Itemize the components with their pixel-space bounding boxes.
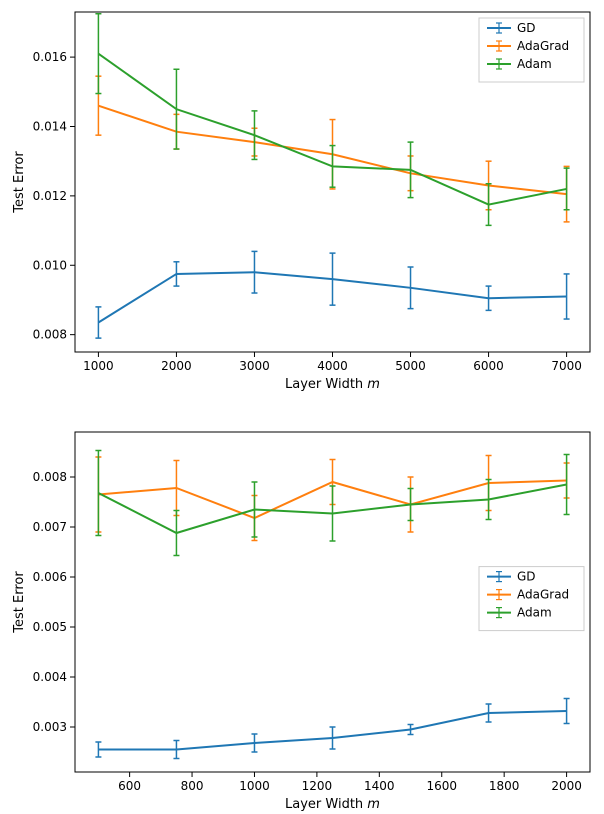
- xtick-label: 1200: [302, 779, 333, 793]
- svg-canvas: 1000 2000 3000 4000 5000 6000 7000 0.008 0.010 0.…: [0, 0, 604, 814]
- ytick-label: 0.006: [33, 570, 67, 584]
- xtick-label: 1600: [426, 779, 457, 793]
- x-axis-label: Layer Width m: [285, 797, 380, 812]
- ytick-label: 0.014: [33, 119, 67, 133]
- xtick-label: 4000: [317, 359, 348, 373]
- x-axis-label: Layer Width m: [285, 377, 380, 392]
- y-axis-label: Test Error: [12, 571, 27, 634]
- xtick-label: 5000: [395, 359, 426, 373]
- legend-label: AdaGrad: [517, 39, 569, 53]
- ytick-label: 0.016: [33, 50, 67, 64]
- ytick-label: 0.008: [33, 328, 67, 342]
- ytick-label: 0.008: [33, 470, 67, 484]
- xtick-label: 600: [118, 779, 141, 793]
- xtick-label: 2000: [551, 779, 582, 793]
- xtick-label: 800: [181, 779, 204, 793]
- legend-label: GD: [517, 570, 536, 584]
- xtick-label: 1400: [364, 779, 395, 793]
- legend-label: Adam: [517, 606, 552, 620]
- xtick-label: 1000: [83, 359, 114, 373]
- ytick-label: 0.003: [33, 720, 67, 734]
- ytick-label: 0.010: [33, 258, 67, 272]
- xtick-label: 2000: [161, 359, 192, 373]
- ytick-label: 0.004: [33, 670, 67, 684]
- xtick-label: 7000: [551, 359, 582, 373]
- ytick-label: 0.005: [33, 620, 67, 634]
- ytick-label: 0.007: [33, 520, 67, 534]
- y-axis-label: Test Error: [12, 151, 27, 214]
- legend-label: AdaGrad: [517, 588, 569, 602]
- xtick-label: 6000: [473, 359, 504, 373]
- ytick-label: 0.012: [33, 189, 67, 203]
- legend-label: GD: [517, 21, 536, 35]
- xtick-label: 3000: [239, 359, 270, 373]
- figure: 1000 2000 3000 4000 5000 6000 7000 0.008 0.010 0.…: [0, 0, 604, 814]
- xtick-label: 1800: [489, 779, 520, 793]
- legend-label: Adam: [517, 57, 552, 71]
- xtick-label: 1000: [239, 779, 270, 793]
